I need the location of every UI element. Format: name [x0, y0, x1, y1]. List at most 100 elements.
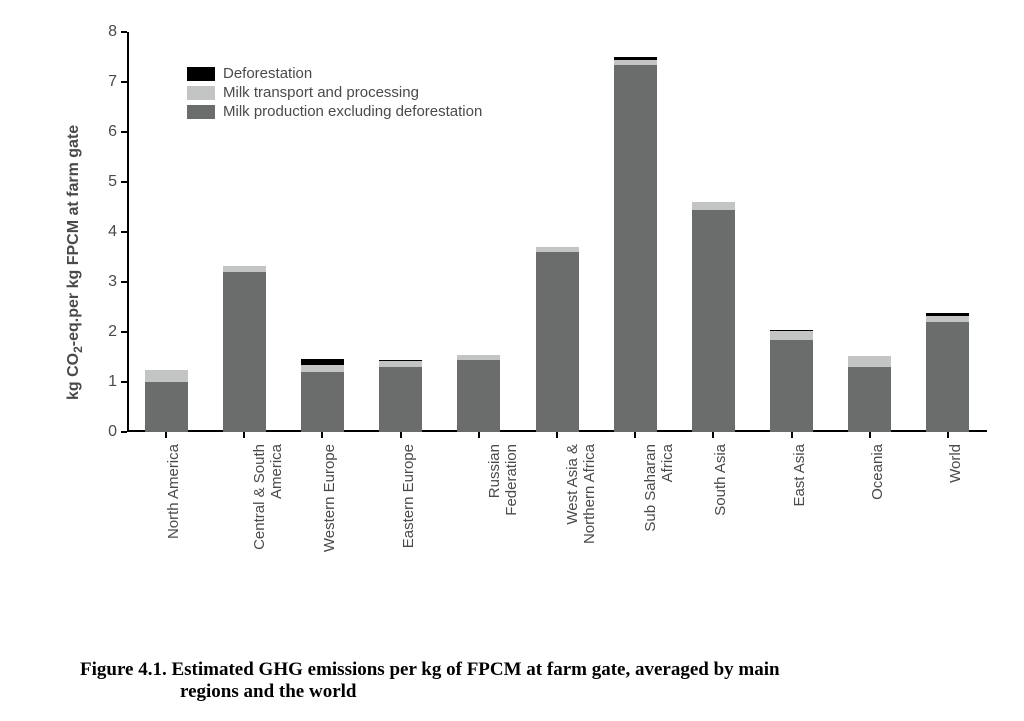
bar-group [848, 32, 891, 432]
bar-segment-transport_processing [848, 356, 891, 367]
y-tick-mark [121, 381, 127, 383]
bar-segment-deforestation [614, 57, 657, 60]
x-category-label-line: Federation [503, 444, 520, 644]
y-axis-title-prefix: kg CO [65, 353, 82, 400]
x-tick-mark [321, 432, 323, 438]
y-axis-title: kg CO2-eq.per kg FPCM at farm gate [65, 125, 85, 400]
x-tick-mark [400, 432, 402, 438]
x-category-label-line: East Asia [792, 444, 809, 644]
x-category-label: East Asia [792, 444, 809, 644]
x-category-label: North America [166, 444, 183, 644]
bar-group [770, 32, 813, 432]
bar-group [926, 32, 969, 432]
y-tick-label: 5 [87, 173, 117, 191]
bar-segment-transport_processing [926, 316, 969, 322]
x-category-label-line: South Asia [713, 444, 730, 644]
bar-segment-milk_production [848, 367, 891, 432]
page-root: kg CO2-eq.per kg FPCM at farm gate 01234… [0, 0, 1024, 721]
y-tick-label: 1 [87, 373, 117, 391]
legend: Deforestation Milk transport and processi… [187, 65, 482, 122]
x-tick-mark [478, 432, 480, 438]
bar-segment-transport_processing [301, 365, 344, 373]
bar-segment-transport_processing [145, 370, 188, 383]
y-axis-title-sub: 2 [71, 346, 85, 353]
bar-segment-milk_production [692, 210, 735, 433]
bar-segment-milk_production [926, 322, 969, 432]
x-category-label: Oceania [870, 444, 887, 644]
y-tick-label: 0 [87, 423, 117, 441]
legend-swatch [187, 86, 215, 100]
bar-segment-deforestation [926, 313, 969, 317]
y-tick-mark [121, 331, 127, 333]
y-tick-mark [121, 31, 127, 33]
bar-segment-milk_production [301, 372, 344, 432]
x-category-label: RussianFederation [487, 444, 520, 644]
x-tick-mark [712, 432, 714, 438]
x-category-label-line: Africa [660, 444, 677, 644]
bar-segment-milk_production [379, 367, 422, 432]
y-tick-label: 6 [87, 123, 117, 141]
legend-swatch [187, 105, 215, 119]
y-tick-label: 7 [87, 73, 117, 91]
legend-label: Milk transport and processing [223, 84, 419, 101]
x-tick-mark [791, 432, 793, 438]
legend-label: Milk production excluding deforestation [223, 103, 482, 120]
y-tick-mark [121, 431, 127, 433]
bar-segment-deforestation [770, 330, 813, 331]
x-category-label-line: America [269, 444, 286, 644]
y-tick-mark [121, 181, 127, 183]
y-tick-label: 3 [87, 273, 117, 291]
legend-label: Deforestation [223, 65, 312, 82]
bar-segment-milk_production [145, 382, 188, 432]
legend-item: Milk transport and processing [187, 84, 482, 101]
y-tick-label: 4 [87, 223, 117, 241]
y-tick-mark [121, 281, 127, 283]
x-category-label: Central & SouthAmerica [252, 444, 285, 644]
y-tick-label: 8 [87, 23, 117, 41]
x-tick-mark [243, 432, 245, 438]
x-category-label: South Asia [713, 444, 730, 644]
x-category-label-line: Northern Africa [582, 444, 599, 644]
x-category-label: Western Europe [322, 444, 339, 644]
bar-segment-deforestation [301, 359, 344, 365]
y-tick-label: 2 [87, 323, 117, 341]
x-category-label-line: Central & South [252, 444, 269, 644]
bar-group [536, 32, 579, 432]
x-category-label-line: Oceania [870, 444, 887, 644]
chart-container: kg CO2-eq.per kg FPCM at farm gate 01234… [32, 20, 992, 580]
bar-group [692, 32, 735, 432]
x-category-label-line: North America [166, 444, 183, 644]
x-category-label-line: West Asia & [565, 444, 582, 644]
legend-item: Milk production excluding deforestation [187, 103, 482, 120]
caption-line-1: Figure 4.1. Estimated GHG emissions per … [80, 659, 964, 681]
x-category-label-line: Western Europe [322, 444, 339, 644]
bar-segment-transport_processing [379, 361, 422, 367]
caption-line-2: regions and the world [80, 681, 964, 703]
legend-swatch [187, 67, 215, 81]
y-tick-mark [121, 81, 127, 83]
x-category-label: Sub SaharanAfrica [643, 444, 676, 644]
y-axis-title-suffix: -eq.per kg FPCM at farm gate [65, 125, 82, 346]
bar-segment-milk_production [614, 65, 657, 433]
x-category-label-line: Eastern Europe [401, 444, 418, 644]
y-tick-mark [121, 231, 127, 233]
legend-item: Deforestation [187, 65, 482, 82]
bar-segment-milk_production [223, 272, 266, 432]
bar-group [145, 32, 188, 432]
x-tick-mark [556, 432, 558, 438]
bar-segment-transport_processing [223, 266, 266, 272]
bar-segment-transport_processing [536, 247, 579, 252]
bar-segment-milk_production [770, 340, 813, 433]
x-tick-mark [634, 432, 636, 438]
bar-segment-transport_processing [457, 355, 500, 360]
x-tick-mark [165, 432, 167, 438]
figure-caption: Figure 4.1. Estimated GHG emissions per … [80, 659, 964, 703]
x-tick-mark [869, 432, 871, 438]
x-category-label-line: Russian [487, 444, 504, 644]
x-category-label: West Asia &Northern Africa [565, 444, 598, 644]
x-category-label-line: World [948, 444, 965, 644]
x-category-label-line: Sub Saharan [643, 444, 660, 644]
bar-segment-transport_processing [692, 202, 735, 210]
x-tick-mark [947, 432, 949, 438]
bar-segment-milk_production [536, 252, 579, 432]
